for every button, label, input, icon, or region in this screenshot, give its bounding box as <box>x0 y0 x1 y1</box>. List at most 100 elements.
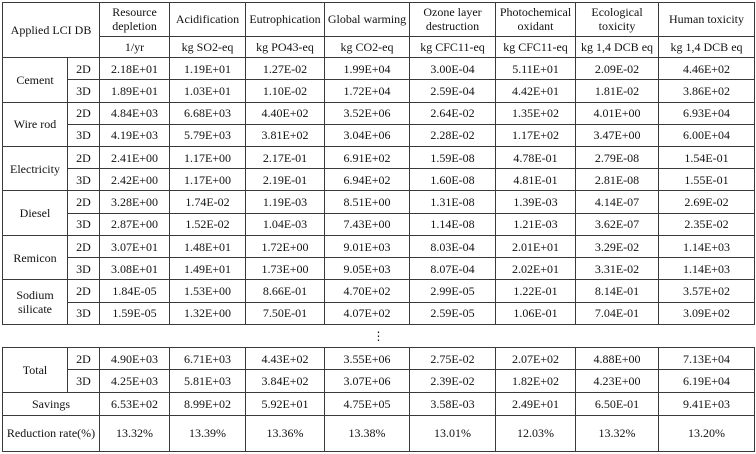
reduction-cell: 13.01% <box>409 414 497 453</box>
dimension-cell: 3D <box>66 257 101 281</box>
value-cell: 3.62E-07 <box>575 212 660 236</box>
reduction-cell: 13.36% <box>245 414 326 453</box>
unit-row: 1/yr kg SO2-eq kg PO43-eq kg CO2-eq kg CFC11… <box>3 35 756 59</box>
value-cell: 3.29E-02 <box>575 234 660 259</box>
value-cell: 9.01E+03 <box>324 234 411 259</box>
table-row: Diesel 2D 3.28E+00 1.74E-02 1.19E-03 8.51E+00… <box>2 190 756 236</box>
dimension-cell: 3D <box>66 168 101 192</box>
header-unit: kg SO2-eq <box>169 35 247 59</box>
value-cell: 3.86E+02 <box>658 79 756 103</box>
ellipsis-cell: ⋮ <box>2 323 755 349</box>
savings-label: Savings <box>1 391 101 416</box>
value-cell: 8.51E+00 <box>324 190 411 214</box>
header-category: Ozone layer destruction <box>409 2 497 37</box>
total-label: Total <box>2 347 68 393</box>
header-unit: kg 1,4 DCB eq <box>658 35 756 59</box>
value-cell: 8.14E-01 <box>575 279 660 303</box>
table-row: Sodium silicate 2D 1.84E-05 1.53E+00 8.66E-0… <box>2 279 756 325</box>
value-cell: 2.59E-05 <box>409 301 497 325</box>
value-cell: 1.17E+00 <box>169 145 247 170</box>
value-cell: 1.35E+02 <box>495 101 577 125</box>
value-cell: 2.35E-02 <box>658 212 756 236</box>
table-row: 3D 1.89E+01 1.03E+01 1.10E-02 1.72E+04 2.59E-… <box>3 79 756 103</box>
value-cell: 2.41E+00 <box>99 145 171 170</box>
value-cell: 1.59E-05 <box>99 301 171 325</box>
value-cell: 3.52E+06 <box>324 101 411 125</box>
value-cell: 2.75E-02 <box>409 347 497 371</box>
value-cell: 4.23E+00 <box>575 369 660 393</box>
reduction-cell: 13.20% <box>658 414 756 453</box>
value-cell: 5.81E+03 <box>169 369 247 393</box>
value-cell: 2.87E+00 <box>99 212 171 236</box>
value-cell: 4.90E+03 <box>99 347 171 371</box>
table-row: Total 2D 4.90E+03 6.71E+03 4.43E+02 3.55E+06 2… <box>2 347 756 393</box>
group-label: Electricity <box>2 145 68 192</box>
dimension-cell: 2D <box>66 234 101 259</box>
header-unit: kg PO43-eq <box>245 35 326 59</box>
value-cell: 2.07E+02 <box>495 347 577 371</box>
value-cell: 1.19E+01 <box>169 57 247 81</box>
value-cell: 1.17E+02 <box>495 123 577 147</box>
savings-cell: 8.99E+02 <box>169 391 247 416</box>
value-cell: 6.91E+02 <box>324 145 411 170</box>
value-cell: 1.48E+01 <box>169 234 247 259</box>
reduction-label: Reduction rate(%) <box>1 414 101 453</box>
value-cell: 1.14E-08 <box>409 212 497 236</box>
value-cell: 6.71E+03 <box>169 347 247 371</box>
value-cell: 1.04E-03 <box>245 212 326 236</box>
value-cell: 4.40E+02 <box>245 101 326 125</box>
value-cell: 2.19E-01 <box>245 168 326 192</box>
value-cell: 4.07E+02 <box>324 301 411 325</box>
value-cell: 1.39E-03 <box>495 190 577 214</box>
table-row: Electricity 2D 2.41E+00 1.17E+00 2.17E-01 6.9… <box>2 145 756 192</box>
reduction-cell: 12.03% <box>495 414 577 453</box>
value-cell: 2.02E+01 <box>495 257 577 281</box>
value-cell: 1.74E-02 <box>169 190 247 214</box>
value-cell: 2.01E+01 <box>495 234 577 259</box>
table-row: 3D 3.08E+01 1.49E+01 1.73E+00 9.05E+03 8.07E-… <box>3 257 756 281</box>
value-cell: 1.99E+04 <box>324 57 411 81</box>
value-cell: 6.00E+04 <box>658 123 756 147</box>
savings-cell: 2.49E+01 <box>495 391 577 416</box>
dimension-cell: 3D <box>66 301 101 325</box>
group-label: Diesel <box>2 190 68 236</box>
value-cell: 1.21E-03 <box>495 212 577 236</box>
group-label: Wire rod <box>2 101 68 147</box>
value-cell: 8.07E-04 <box>409 257 497 281</box>
reduction-cell: 13.32% <box>99 414 171 453</box>
table-row: 3D 4.25E+03 5.81E+03 3.84E+02 3.07E+06 2.39E-… <box>3 369 756 393</box>
table-row: Remicon 2D 3.07E+01 1.48E+01 1.72E+00 9.01E+0… <box>2 234 756 281</box>
value-cell: 2.64E-02 <box>409 101 497 125</box>
value-cell: 2.17E-01 <box>245 145 326 170</box>
value-cell: 4.70E+02 <box>324 279 411 303</box>
value-cell: 1.60E-08 <box>409 168 497 192</box>
header-corner: Applied LCI DB <box>1 1 101 59</box>
value-cell: 1.19E-03 <box>245 190 326 214</box>
dimension-cell: 3D <box>66 369 101 393</box>
dimension-cell: 2D <box>66 347 101 371</box>
value-cell: 2.09E-02 <box>575 57 660 81</box>
value-cell: 7.43E+00 <box>324 212 411 236</box>
value-cell: 1.52E-02 <box>169 212 247 236</box>
value-cell: 6.93E+04 <box>658 101 756 125</box>
value-cell: 4.84E+03 <box>99 101 171 125</box>
value-cell: 7.04E-01 <box>575 301 660 325</box>
value-cell: 1.53E+00 <box>169 279 247 303</box>
value-cell: 5.79E+03 <box>169 123 247 147</box>
value-cell: 6.68E+03 <box>169 101 247 125</box>
value-cell: 4.46E+02 <box>658 57 756 81</box>
value-cell: 1.84E-05 <box>99 279 171 303</box>
value-cell: 3.84E+02 <box>245 369 326 393</box>
value-cell: 5.11E+01 <box>495 57 577 81</box>
savings-cell: 4.75E+05 <box>324 391 411 416</box>
savings-cell: 6.50E-01 <box>575 391 660 416</box>
header-category: Photochemical oxidant <box>495 2 577 37</box>
value-cell: 4.81E-01 <box>495 168 577 192</box>
dimension-cell: 3D <box>66 123 101 147</box>
ellipsis: ⋮ <box>372 329 385 343</box>
value-cell: 3.47E+00 <box>575 123 660 147</box>
value-cell: 1.72E+00 <box>245 234 326 259</box>
header-category: Eutrophication <box>245 2 326 37</box>
